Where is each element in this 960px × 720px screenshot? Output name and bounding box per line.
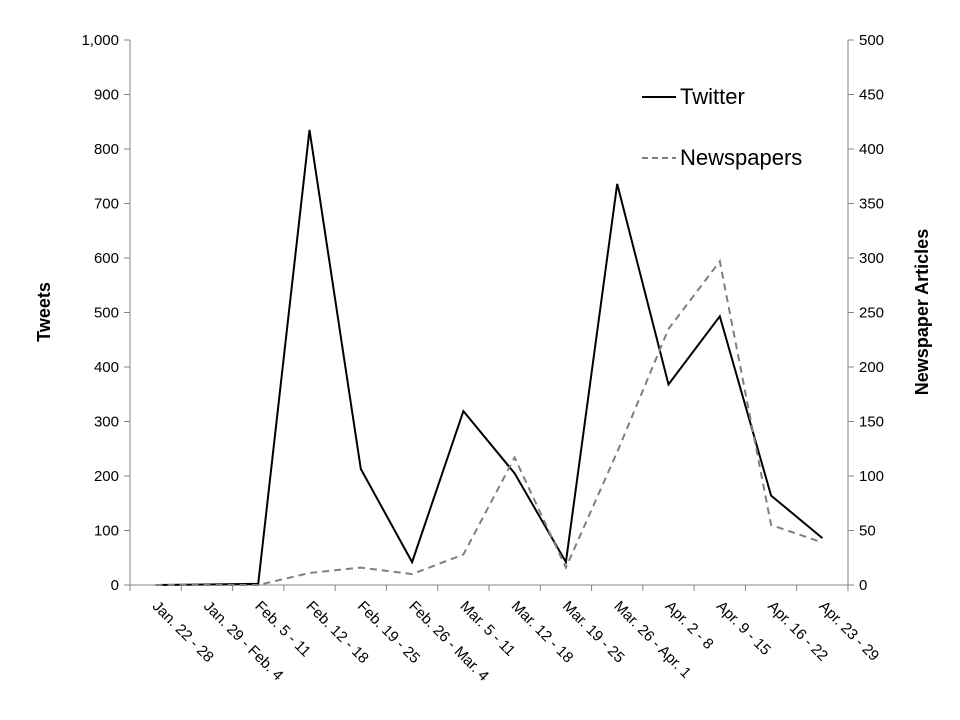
y-tick-label: 300 — [94, 414, 119, 431]
y-tick-label: 0 — [111, 577, 119, 594]
y2-tick-label: 0 — [859, 577, 867, 594]
y-tick-label: 800 — [94, 141, 119, 158]
y2-tick-label: 350 — [859, 196, 884, 213]
y2-tick-label: 500 — [859, 32, 884, 49]
y2-tick-label: 400 — [859, 141, 884, 158]
y2-tick-label: 300 — [859, 250, 884, 267]
y2-tick-label: 150 — [859, 414, 884, 431]
right-axis-ticks: 0 50 100 150 200 250 300 350 400 450 500 — [848, 32, 884, 594]
legend-label-newspapers: Newspapers — [680, 145, 802, 170]
x-tick-label: Apr. 9 - 15 — [713, 598, 774, 659]
y-tick-label: 900 — [94, 87, 119, 104]
series-line-twitter — [155, 129, 824, 586]
y2-tick-label: 50 — [859, 523, 876, 540]
y2-tick-label: 100 — [859, 468, 884, 485]
y-tick-label: 400 — [94, 359, 119, 376]
y2-tick-label: 450 — [859, 87, 884, 104]
series-line-newspapers — [155, 258, 823, 586]
left-axis-ticks: 0 100 200 300 400 500 600 700 800 900 1,000 — [81, 32, 130, 594]
axes — [129, 40, 849, 586]
series-lines — [155, 129, 824, 586]
y2-axis-title: Newspaper Articles — [912, 229, 932, 395]
legend-label-twitter: Twitter — [680, 84, 745, 109]
y-axis-title: Tweets — [34, 282, 54, 342]
y-tick-label: 1,000 — [81, 32, 119, 49]
y2-tick-label: 250 — [859, 305, 884, 322]
y2-tick-label: 200 — [859, 359, 884, 376]
legend: Twitter Newspapers — [642, 84, 802, 170]
y-tick-label: 600 — [94, 250, 119, 267]
y-tick-label: 500 — [94, 305, 119, 322]
y-tick-label: 200 — [94, 468, 119, 485]
y-tick-label: 700 — [94, 196, 119, 213]
y-tick-label: 100 — [94, 523, 119, 540]
